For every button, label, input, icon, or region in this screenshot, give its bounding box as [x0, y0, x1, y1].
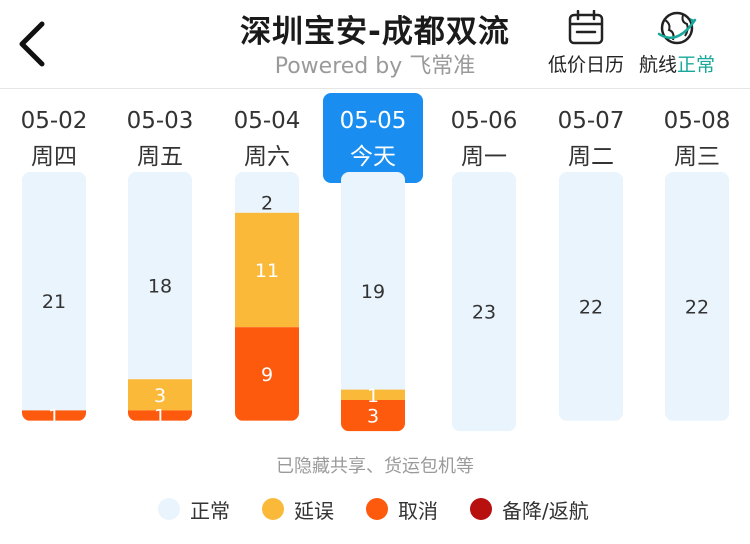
bar-label-取消-05-05: 3: [367, 406, 379, 428]
day-date: 05-06: [450, 108, 518, 134]
bar-label-正常-05-06: 23: [472, 302, 496, 324]
legend-item-正常: 正常: [158, 494, 230, 524]
day-tab-05-04[interactable]: 05-04 周六: [217, 93, 317, 183]
back-arrow-icon[interactable]: [10, 18, 56, 70]
globe-plane-icon: [657, 11, 697, 45]
bar-label-正常-05-02: 21: [42, 291, 66, 313]
day-date: 05-08: [663, 108, 731, 134]
bar-label-延误-05-05: 1: [367, 385, 379, 407]
bar-segment-正常-05-03: [128, 172, 192, 380]
day-weekday: 周六: [244, 144, 290, 170]
legend-label: 备降/返航: [502, 498, 589, 523]
legend-item-取消: 取消: [366, 494, 438, 524]
day-tab-05-03[interactable]: 05-03 周五: [110, 93, 210, 183]
hidden-flights-note: 已隐藏共享、货运包机等: [276, 456, 474, 477]
bar-label-正常-05-08: 22: [685, 296, 709, 318]
bar-05-02[interactable]: 21 1: [22, 172, 86, 428]
bar-segment-取消-05-02: [22, 410, 86, 421]
bar-segment-正常-05-07: [559, 172, 623, 421]
day-date: 05-02: [20, 108, 88, 134]
route-status-button[interactable]: 航线正常: [634, 10, 720, 80]
legend-swatch: [262, 498, 284, 520]
bar-label-延误-05-03: 3: [154, 385, 166, 407]
legend-label: 延误: [294, 498, 334, 523]
low-price-calendar-button[interactable]: 低价日历: [543, 10, 629, 80]
bar-segment-正常-05-05: [341, 172, 405, 390]
legend-item-备降/返航: 备降/返航: [470, 494, 589, 524]
bar-05-08[interactable]: 22: [665, 172, 729, 421]
legend-swatch: [158, 498, 180, 520]
bar-label-正常-05-03: 18: [148, 276, 172, 298]
header: 深圳宝安-成都双流 Powered by 飞常准 低价日历 航线正常: [0, 0, 750, 89]
bar-segment-正常-05-06: [452, 172, 516, 432]
day-weekday: 今天: [350, 144, 396, 170]
page-title: 深圳宝安-成都双流: [240, 14, 510, 50]
bar-label-正常-05-05: 19: [361, 281, 385, 303]
bar-segment-取消-05-05: [341, 400, 405, 432]
bar-segment-延误-05-05: [341, 389, 405, 400]
bar-label-正常-05-07: 22: [579, 296, 603, 318]
bar-label-取消-05-04: 9: [261, 364, 273, 386]
day-date: 05-04: [233, 108, 301, 134]
day-date: 05-05: [339, 108, 407, 134]
day-tab-05-02[interactable]: 05-02 周四: [4, 93, 104, 183]
day-weekday: 周五: [137, 144, 183, 170]
day-date: 05-07: [557, 108, 625, 134]
bar-segment-正常-05-08: [665, 172, 729, 421]
legend-swatch: [470, 498, 492, 520]
legend-swatch: [366, 498, 388, 520]
route-status-label: 航线正常: [638, 54, 716, 76]
legend-label: 正常: [190, 498, 230, 523]
chart-legend: 正常 延误 取消 备降/返航: [0, 494, 750, 524]
day-weekday: 周三: [674, 144, 720, 170]
legend-label: 取消: [398, 498, 438, 523]
bar-segment-正常-05-02: [22, 172, 86, 411]
day-weekday: 周四: [31, 144, 77, 170]
bar-segment-正常-05-04: [235, 172, 299, 213]
bar-05-07[interactable]: 22: [559, 172, 623, 421]
bar-label-取消-05-02: 1: [48, 406, 60, 428]
bar-segment-取消-05-03: [128, 410, 192, 421]
day-tab-05-08[interactable]: 05-08 周三: [647, 93, 747, 183]
bar-label-取消-05-03: 1: [154, 406, 166, 428]
bar-05-04[interactable]: 2 11 9: [235, 172, 299, 421]
bar-segment-延误-05-03: [128, 379, 192, 411]
bar-segment-取消-05-04: [235, 327, 299, 421]
legend-item-延误: 延误: [262, 494, 334, 524]
powered-by-subtitle: Powered by 飞常准: [274, 54, 476, 79]
calendar-icon: [568, 10, 604, 45]
bar-segment-延误-05-04: [235, 212, 299, 328]
bar-05-06[interactable]: 23: [452, 172, 516, 432]
low-price-calendar-label: 低价日历: [547, 54, 624, 76]
route-status-value: 正常: [677, 54, 716, 76]
day-weekday: 周二: [568, 144, 614, 170]
bar-label-正常-05-04: 2: [261, 192, 273, 214]
day-tab-05-06[interactable]: 05-06 周一: [434, 93, 534, 183]
day-date: 05-03: [126, 108, 194, 134]
bar-label-延误-05-04: 11: [255, 260, 279, 282]
day-tab-05-05[interactable]: 05-05 今天: [323, 93, 423, 183]
day-tab-05-07[interactable]: 05-07 周二: [541, 93, 641, 183]
day-weekday: 周一: [461, 144, 507, 170]
